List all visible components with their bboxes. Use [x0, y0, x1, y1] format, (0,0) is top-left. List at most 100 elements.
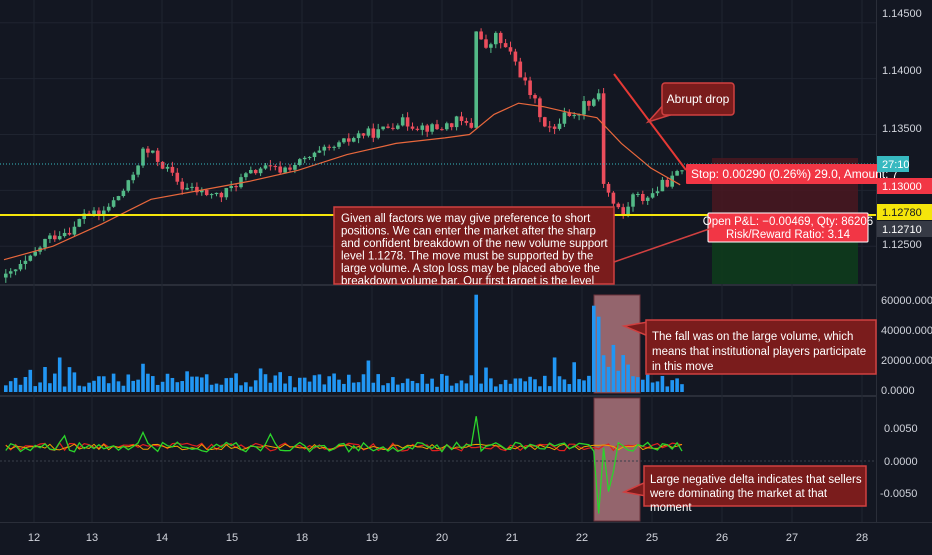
delta-highlight-box	[593, 397, 641, 522]
volume-bar	[106, 383, 111, 392]
candle-body	[381, 126, 385, 130]
support-price-text: 1.12780	[882, 207, 922, 219]
pnl-label[interactable]: Open P&L: −0.00469, Qty: 86206 Risk/Rewa…	[703, 212, 873, 243]
volume-bar	[552, 357, 557, 392]
candle-body	[425, 125, 429, 132]
volume-bar	[23, 377, 28, 392]
volume-bar	[8, 381, 13, 392]
volume-callout[interactable]: The fall was on the large volume, which m…	[645, 319, 877, 375]
volume-bar	[626, 364, 630, 392]
volume-tick-label: 20000.0000	[881, 355, 932, 367]
volume-bar	[641, 379, 645, 392]
time-tick-label: 28	[856, 532, 868, 544]
candle-body	[587, 101, 591, 106]
delta-callout[interactable]: Large negative delta indicates that sell…	[643, 465, 867, 514]
candle-body	[391, 127, 395, 129]
candle-body	[655, 191, 660, 194]
candle-body	[410, 126, 415, 129]
volume-bar	[283, 383, 287, 392]
candle-body	[361, 133, 366, 136]
volume-bar	[498, 384, 503, 392]
volume-bar	[116, 381, 121, 392]
volume-bar	[13, 377, 18, 392]
candle-body	[547, 126, 552, 128]
candle-body	[302, 157, 307, 160]
volume-bar	[43, 367, 47, 392]
candle-body	[97, 210, 101, 216]
support-price-badge	[877, 204, 932, 220]
volume-tick-label: 40000.0000	[881, 325, 932, 337]
volume-bar	[675, 378, 679, 392]
volume-bar	[562, 379, 567, 392]
volume-bar	[38, 382, 42, 392]
volume-callout-text: The fall was on the large volume, which m…	[652, 331, 866, 373]
time-axis-border	[0, 522, 932, 523]
stop-label[interactable]: Stop: 0.00290 (0.26%) 29.0, Amount: 7	[686, 164, 899, 184]
candle-body	[533, 95, 537, 99]
main-callout[interactable]: Given all factors we may give preference…	[333, 206, 615, 300]
volume-bar	[528, 376, 532, 392]
candle-body	[327, 146, 331, 148]
candle-body	[543, 117, 547, 127]
time-tick-label: 25	[646, 532, 658, 544]
candle-body	[626, 206, 630, 215]
volume-bar	[567, 384, 572, 392]
candle-body	[106, 206, 111, 211]
candle-body	[508, 47, 513, 52]
volume-bar	[18, 384, 23, 392]
volume-bar	[77, 385, 82, 392]
volume-bar	[508, 383, 513, 392]
delta-axis[interactable]: 0.0050 0.0000 -0.0050	[880, 423, 918, 500]
volume-bar	[48, 383, 52, 392]
volume-bar	[141, 363, 145, 392]
candle-body	[200, 189, 204, 193]
abrupt-drop-callout[interactable]: Abrupt drop	[645, 82, 735, 124]
candle-body	[518, 61, 523, 78]
candle-body	[204, 189, 209, 196]
candle-body	[13, 269, 18, 272]
volume-bar	[175, 382, 180, 392]
volume-bar	[371, 382, 376, 392]
time-tick-label: 21	[506, 532, 518, 544]
candle-body	[82, 213, 86, 220]
price-axis-border	[876, 0, 877, 522]
candle-body	[523, 77, 527, 81]
pnl-line-1: Open P&L: −0.00469, Qty: 86206	[703, 216, 873, 228]
delta-tick-label: 0.0050	[884, 423, 918, 435]
time-axis[interactable]: 12 13 14 15 18 19 20 21 22 25 26 27 28	[28, 532, 868, 544]
volume-bar	[62, 386, 67, 392]
volume-bar	[249, 386, 253, 392]
delta-series	[5, 416, 683, 514]
volume-bar	[307, 381, 312, 392]
price-axis[interactable]: 1.14500 1.14000 1.13500 1.12500 27:10 1.…	[877, 8, 932, 251]
volume-bar	[474, 294, 478, 392]
volume-bar	[543, 375, 547, 392]
volume-bar	[557, 376, 562, 392]
volume-bar	[229, 377, 233, 392]
volume-bar	[459, 380, 464, 392]
volume-bar	[111, 373, 116, 392]
candle-body	[283, 167, 287, 173]
volume-bar	[435, 386, 439, 392]
moving-average-line	[3, 102, 681, 261]
volume-bar	[165, 373, 170, 392]
volume-axis[interactable]: 60000.0000 40000.0000 20000.0000 0.0000	[881, 295, 932, 397]
volume-bar	[268, 382, 273, 392]
price-tick-label: 1.12500	[882, 239, 922, 251]
candle-body	[342, 138, 346, 143]
volume-bar	[582, 380, 586, 392]
pnl-line-2: Risk/Reward Ratio: 3.14	[726, 229, 851, 241]
candle-body	[312, 152, 317, 158]
candle-body	[175, 172, 180, 182]
volume-tick-label: 60000.0000	[881, 295, 932, 307]
candle-body	[592, 99, 596, 106]
candle-body	[102, 210, 106, 216]
candle-body	[190, 186, 194, 188]
candle-body	[234, 186, 238, 188]
candle-body	[650, 193, 655, 198]
volume-bar	[587, 375, 591, 392]
candle-body	[356, 133, 361, 139]
candle-body	[180, 181, 184, 190]
